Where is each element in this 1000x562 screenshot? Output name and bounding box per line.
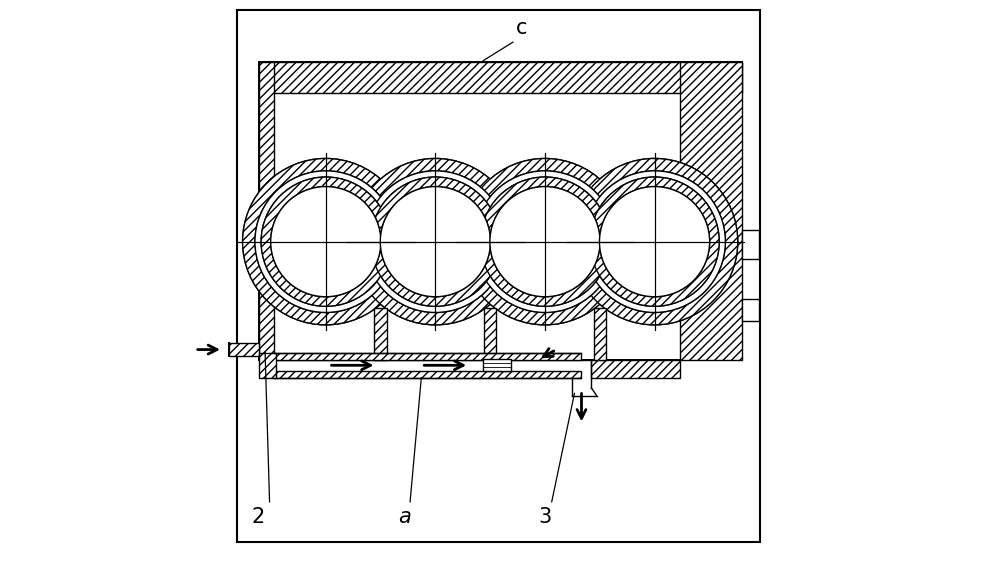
Circle shape	[371, 177, 500, 306]
Circle shape	[365, 171, 506, 312]
Circle shape	[352, 158, 519, 325]
Circle shape	[271, 187, 381, 297]
Circle shape	[480, 177, 610, 306]
Bar	[259, 353, 276, 378]
Circle shape	[261, 177, 390, 306]
Circle shape	[243, 158, 409, 325]
Bar	[259, 62, 274, 360]
Bar	[594, 308, 606, 360]
Circle shape	[271, 187, 381, 297]
Circle shape	[571, 158, 738, 325]
Bar	[742, 299, 759, 321]
Circle shape	[490, 187, 600, 297]
Text: 2: 2	[252, 507, 265, 527]
Bar	[742, 230, 759, 259]
Circle shape	[490, 187, 600, 297]
Text: c: c	[516, 18, 527, 38]
Circle shape	[243, 158, 409, 325]
Bar	[483, 359, 511, 371]
Circle shape	[243, 158, 409, 325]
Text: a: a	[398, 507, 411, 527]
Circle shape	[571, 158, 738, 325]
Circle shape	[352, 158, 519, 325]
Circle shape	[462, 158, 628, 325]
Circle shape	[571, 158, 738, 325]
Circle shape	[380, 187, 490, 297]
Text: 3: 3	[538, 507, 552, 527]
Bar	[229, 343, 259, 356]
Circle shape	[599, 187, 710, 297]
Circle shape	[255, 171, 397, 312]
Bar	[680, 62, 742, 360]
Circle shape	[599, 187, 710, 297]
Bar	[484, 308, 496, 360]
Bar	[259, 62, 742, 93]
Circle shape	[462, 158, 628, 325]
Bar	[274, 353, 581, 360]
Circle shape	[352, 158, 519, 325]
Circle shape	[590, 177, 719, 306]
Bar	[594, 360, 674, 396]
Circle shape	[380, 187, 490, 297]
Bar	[259, 62, 742, 360]
Circle shape	[590, 177, 719, 306]
Bar	[274, 366, 581, 371]
Circle shape	[474, 171, 616, 312]
Circle shape	[365, 171, 506, 312]
Circle shape	[584, 171, 725, 312]
Circle shape	[474, 171, 616, 312]
Circle shape	[462, 158, 628, 325]
Bar	[274, 371, 581, 378]
Circle shape	[584, 171, 725, 312]
Circle shape	[255, 171, 397, 312]
Bar	[374, 308, 387, 360]
Circle shape	[261, 177, 390, 306]
Bar	[591, 360, 680, 378]
Circle shape	[480, 177, 610, 306]
Circle shape	[371, 177, 500, 306]
